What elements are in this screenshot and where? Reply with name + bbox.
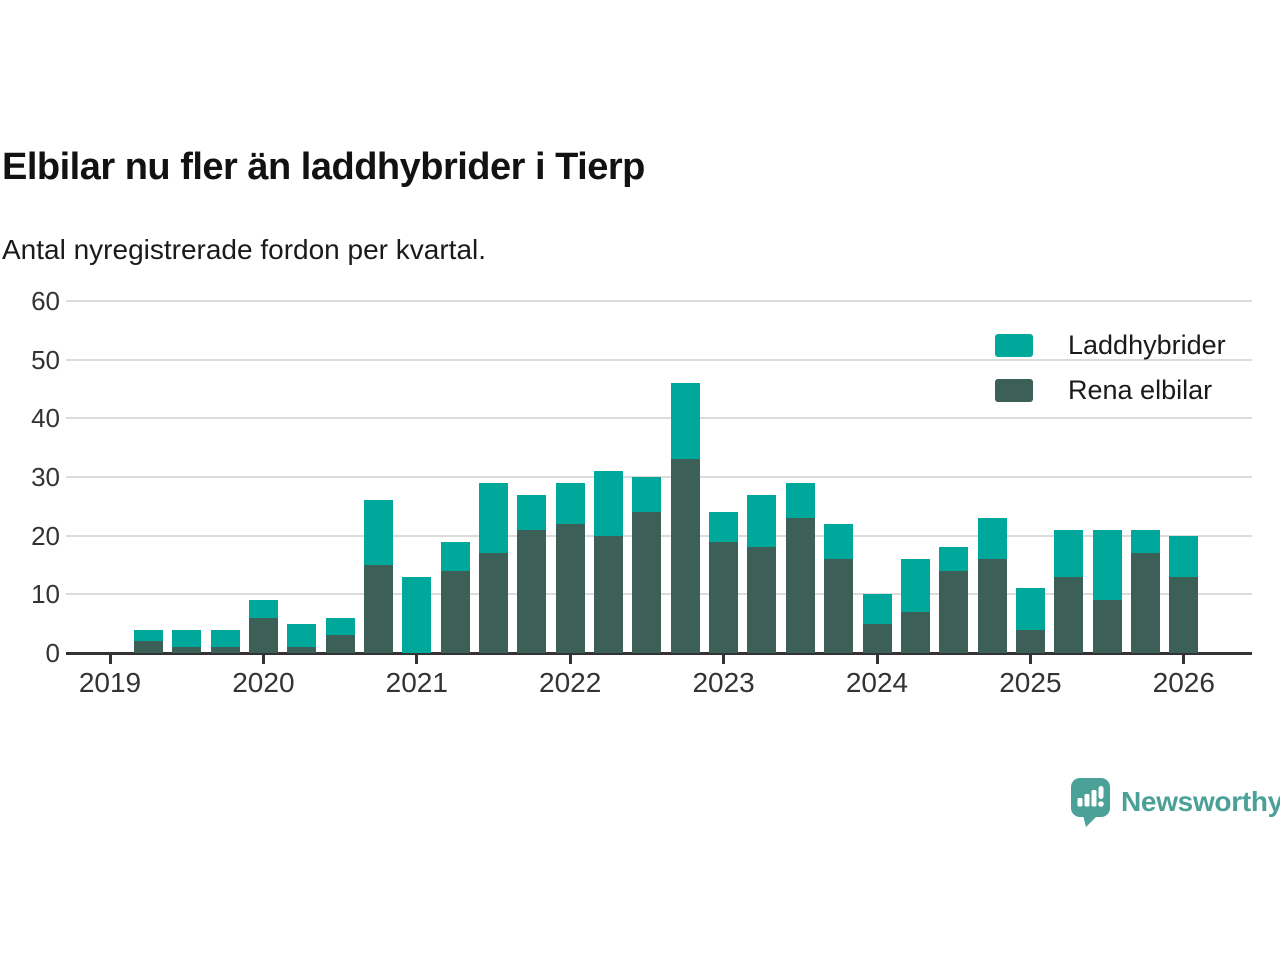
laddhybrider-swatch-icon xyxy=(995,334,1033,357)
x-axis-tick-label: 2026 xyxy=(1152,667,1215,698)
chart-subtitle: Antal nyregistrerade fordon per kvartal. xyxy=(2,234,487,265)
x-axis-tick xyxy=(1182,655,1186,664)
bar-segment-rena-elbilar xyxy=(670,459,700,653)
x-axis-tick xyxy=(108,655,112,664)
x-axis-tick xyxy=(415,655,419,664)
y-axis-tick-label: 10 xyxy=(31,579,60,610)
bar-segment-rena-elbilar xyxy=(862,623,892,653)
x-axis-tick-label: 2025 xyxy=(999,667,1062,698)
bar-segment-rena-elbilar xyxy=(1169,576,1199,653)
bar-segment-rena-elbilar xyxy=(900,611,930,653)
y-axis-tick-label: 50 xyxy=(31,344,60,375)
bar-segment-laddhybrider xyxy=(1169,535,1199,577)
y-axis-tick-label: 0 xyxy=(45,638,60,668)
y-axis-tick-label: 30 xyxy=(31,461,60,492)
bar-segment-laddhybrider xyxy=(977,518,1007,560)
bar-segment-laddhybrider xyxy=(709,512,739,542)
bar-segment-laddhybrider xyxy=(172,629,202,648)
x-axis-tick-label: 2021 xyxy=(385,667,448,698)
bar-segment-laddhybrider xyxy=(594,471,624,536)
x-axis-tick xyxy=(261,655,265,664)
bar-segment-laddhybrider xyxy=(440,541,470,571)
x-axis-tick xyxy=(722,655,726,664)
bar-segment-rena-elbilar xyxy=(632,512,662,653)
x-axis-tick-label: 2019 xyxy=(78,667,142,698)
x-axis-tick xyxy=(568,655,572,664)
bar-segment-laddhybrider xyxy=(1130,529,1160,554)
bar-segment-laddhybrider xyxy=(670,383,700,460)
x-axis-tick-label: 2020 xyxy=(232,667,295,698)
bar-segment-laddhybrider xyxy=(517,494,547,530)
bar-segment-rena-elbilar xyxy=(977,559,1007,653)
bar-segment-rena-elbilar xyxy=(133,641,163,653)
bar-segment-laddhybrider xyxy=(1015,588,1045,630)
legend-label: Laddhybrider xyxy=(1068,330,1226,360)
x-axis-tick-label: 2024 xyxy=(845,667,909,698)
y-axis-tick-label: 40 xyxy=(31,403,60,434)
bar-segment-rena-elbilar xyxy=(248,617,278,653)
bar-segment-laddhybrider xyxy=(1092,529,1122,601)
y-gridline xyxy=(66,417,1252,420)
newsworthy-logo-text: Newsworthy xyxy=(1121,786,1280,817)
chart-title: Elbilar nu fler än laddhybrider i Tierp xyxy=(2,146,645,188)
bar-segment-rena-elbilar xyxy=(747,547,777,653)
bar-segment-laddhybrider xyxy=(900,559,930,612)
bar-segment-rena-elbilar xyxy=(1054,576,1084,653)
legend-item-rena-elbilar: Rena elbilar xyxy=(995,375,1226,406)
bar-segment-rena-elbilar xyxy=(709,541,739,653)
bar-segment-rena-elbilar xyxy=(824,559,854,653)
bar-segment-laddhybrider xyxy=(1054,529,1084,577)
x-axis-tick xyxy=(1028,655,1032,664)
bar-segment-laddhybrider xyxy=(824,523,854,560)
bar-segment-rena-elbilar xyxy=(287,647,317,653)
x-axis-tick-label: 2022 xyxy=(539,667,602,698)
bar-segment-laddhybrider xyxy=(555,482,585,524)
bar-segment-rena-elbilar xyxy=(517,529,547,653)
bar-segment-laddhybrider xyxy=(248,600,278,618)
newsworthy-logo: Newsworthy xyxy=(1070,777,1280,827)
bar-segment-laddhybrider xyxy=(785,482,815,519)
y-gridline xyxy=(66,299,1252,302)
bar-segment-laddhybrider xyxy=(133,629,163,642)
bar-segment-rena-elbilar xyxy=(363,564,393,653)
bar-segment-laddhybrider xyxy=(402,576,432,653)
bar-segment-rena-elbilar xyxy=(440,570,470,653)
x-axis-tick-label: 2023 xyxy=(692,667,755,698)
legend-item-laddhybrider: Laddhybrider xyxy=(995,330,1226,361)
bar-segment-laddhybrider xyxy=(287,623,317,648)
bar-segment-laddhybrider xyxy=(862,594,892,624)
bar-segment-rena-elbilar xyxy=(1130,553,1160,653)
rena-elbilar-swatch-icon xyxy=(995,379,1033,402)
newsworthy-speech-bubble-chart-icon xyxy=(1071,778,1110,827)
bar-segment-rena-elbilar xyxy=(210,647,240,653)
bar-segment-laddhybrider xyxy=(747,494,777,548)
bar-segment-rena-elbilar xyxy=(594,535,624,653)
bar-segment-laddhybrider xyxy=(632,476,662,513)
bar-segment-rena-elbilar xyxy=(325,635,355,653)
bar-segment-rena-elbilar xyxy=(172,647,202,653)
y-gridline xyxy=(66,358,1252,361)
bar-segment-rena-elbilar xyxy=(1015,629,1045,653)
bar-segment-laddhybrider xyxy=(363,500,393,565)
bar-segment-laddhybrider xyxy=(939,547,969,571)
bar-segment-rena-elbilar xyxy=(555,523,585,653)
bar-segment-rena-elbilar xyxy=(1092,600,1122,653)
bar-segment-rena-elbilar xyxy=(479,553,508,653)
bar-segment-rena-elbilar xyxy=(939,570,969,653)
bar-segment-laddhybrider xyxy=(210,629,240,648)
bar-segment-laddhybrider xyxy=(325,617,355,636)
x-axis-tick xyxy=(875,655,879,664)
bar-segment-rena-elbilar xyxy=(785,518,815,653)
y-axis-tick-label: 60 xyxy=(31,285,60,316)
chart-legend: Laddhybrider Rena elbilar xyxy=(995,330,1226,420)
y-axis-tick-label: 20 xyxy=(31,520,60,551)
legend-label: Rena elbilar xyxy=(1068,375,1213,405)
x-axis-line xyxy=(66,652,1252,655)
bar-segment-laddhybrider xyxy=(479,482,508,554)
